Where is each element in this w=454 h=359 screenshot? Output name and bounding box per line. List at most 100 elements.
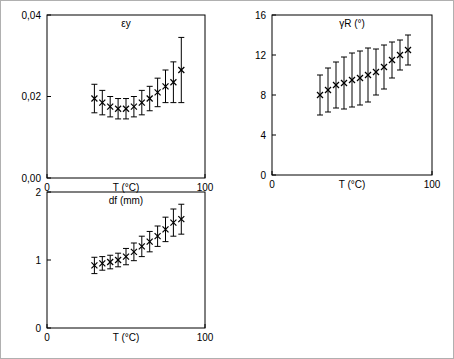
error-bar-cap [178,234,184,235]
error-bar-cap [123,118,129,119]
x-tick-label: 0 [44,182,50,193]
marker [381,64,387,70]
error-bar [91,257,97,273]
error-bar-cap [139,256,145,257]
error-bar-cap [139,236,145,237]
x-tick [47,174,48,178]
marker-stroke [91,96,97,102]
error-bar-cap [147,251,153,252]
panel: 04812160100T (°C)γR (°) [255,10,441,191]
marker-stroke [365,72,371,78]
marker-stroke [115,257,121,263]
marker-stroke [397,52,403,58]
error-bar [178,204,184,234]
marker-stroke [155,233,161,239]
error-bar-cap [170,61,176,62]
error-bar [123,99,129,119]
marker [170,79,176,85]
error-bar-cap [373,49,379,50]
marker-stroke [107,104,113,110]
panel: 0120100T (°C)df (mm) [35,187,213,344]
error-bar-cap [163,70,169,71]
error-bar-cap [381,45,387,46]
marker-stroke [178,67,184,73]
error-bar-cap [397,40,403,41]
error-bar-cap [115,266,121,267]
error-bar-cap [107,116,113,117]
y-tick-label: 2 [35,187,41,198]
error-bar-cap [139,114,145,115]
error-bar [163,70,169,103]
error-bar [178,37,184,102]
marker [123,254,129,260]
x-axis-label: T (°C) [339,179,366,190]
error-bar-cap [155,78,161,79]
marker [99,100,105,106]
error-bar-cap [99,270,105,271]
error-bar-cap [91,84,97,85]
marker-stroke [147,239,153,245]
marker-stroke [389,57,395,63]
x-axis-label: T (°C) [113,332,140,343]
marker [107,104,113,110]
data-group [91,37,184,119]
marker-stroke [147,96,153,102]
error-bar [139,90,145,114]
error-bar [115,99,121,119]
error-bar-cap [107,268,113,269]
x-tick-label: 100 [197,182,214,193]
marker-stroke [357,75,363,81]
marker [170,220,176,226]
y-tick-label: 0,02 [22,91,42,102]
data-group [91,204,184,273]
y-tick [272,135,276,136]
marker-stroke [131,249,137,255]
marker [405,47,411,53]
marker-stroke [163,83,169,89]
error-bar [115,253,121,267]
error-bar-cap [163,217,169,218]
error-bar-cap [91,112,97,113]
error-bar-cap [325,112,331,113]
error-bar-cap [317,75,323,76]
marker-stroke [99,100,105,106]
marker-stroke [178,216,184,222]
error-bar-cap [170,102,176,103]
error-bar [365,48,371,102]
marker-stroke [163,226,169,232]
marker-stroke [123,254,129,260]
marker [115,106,121,112]
error-bar-cap [365,102,371,103]
marker-stroke [139,243,145,249]
marker-stroke [163,226,169,232]
marker-stroke [397,52,403,58]
error-bar-cap [389,78,395,79]
marker-stroke [123,106,129,112]
marker-stroke [91,96,97,102]
error-bar [155,78,161,107]
marker-stroke [155,89,161,95]
marker-stroke [115,106,121,112]
marker [349,77,355,83]
error-bar-cap [115,118,121,119]
marker [123,106,129,112]
marker [147,239,153,245]
marker-stroke [115,257,121,263]
marker-stroke [170,79,176,85]
marker [333,82,339,88]
marker [91,96,97,102]
error-bar [325,68,331,112]
error-bar-cap [99,114,105,115]
error-bar-cap [381,89,387,90]
y-tick [47,328,51,329]
x-tick [205,174,206,178]
marker-stroke [317,92,323,98]
error-bar [107,255,113,269]
y-tick [47,178,51,179]
error-bar-cap [333,108,339,109]
error-bar-cap [373,95,379,96]
marker-stroke [405,47,411,53]
error-bar [349,53,355,107]
x-tick [272,171,273,175]
marker [139,243,145,249]
